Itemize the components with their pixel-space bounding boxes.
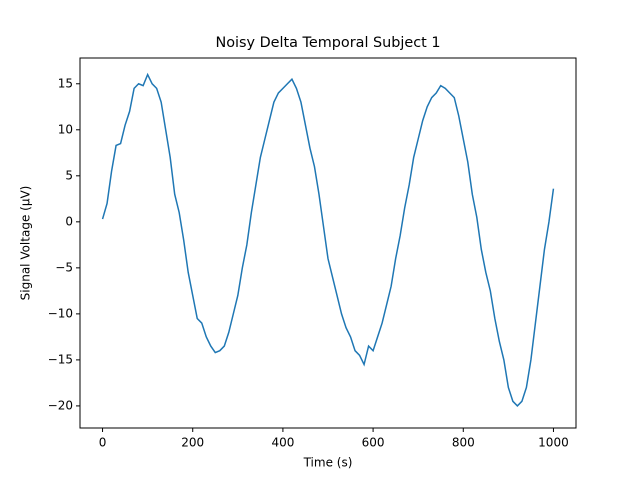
data-line: [101, 72, 555, 407]
y-tick-label: 5: [65, 168, 73, 182]
x-tick-label: 1000: [538, 436, 569, 450]
y-tick-label: −15: [48, 352, 73, 366]
x-tick-label: 200: [181, 436, 204, 450]
x-tick-label: 400: [271, 436, 294, 450]
x-tick-label: 0: [99, 436, 107, 450]
y-tick-label: −10: [48, 306, 73, 320]
y-tick-label: −5: [55, 260, 73, 274]
plot-frame: [79, 57, 577, 429]
y-tick-label: 10: [58, 122, 73, 136]
x-tick-label: 800: [452, 436, 475, 450]
x-tick-label: 600: [362, 436, 385, 450]
y-axis-label: Signal Voltage (μV): [19, 186, 33, 301]
y-tick-label: 15: [58, 76, 73, 90]
y-tick-label: 0: [65, 214, 73, 228]
y-tick-label: −20: [48, 398, 73, 412]
x-axis-label: Time (s): [303, 456, 353, 470]
chart-title: Noisy Delta Temporal Subject 1: [215, 35, 440, 51]
